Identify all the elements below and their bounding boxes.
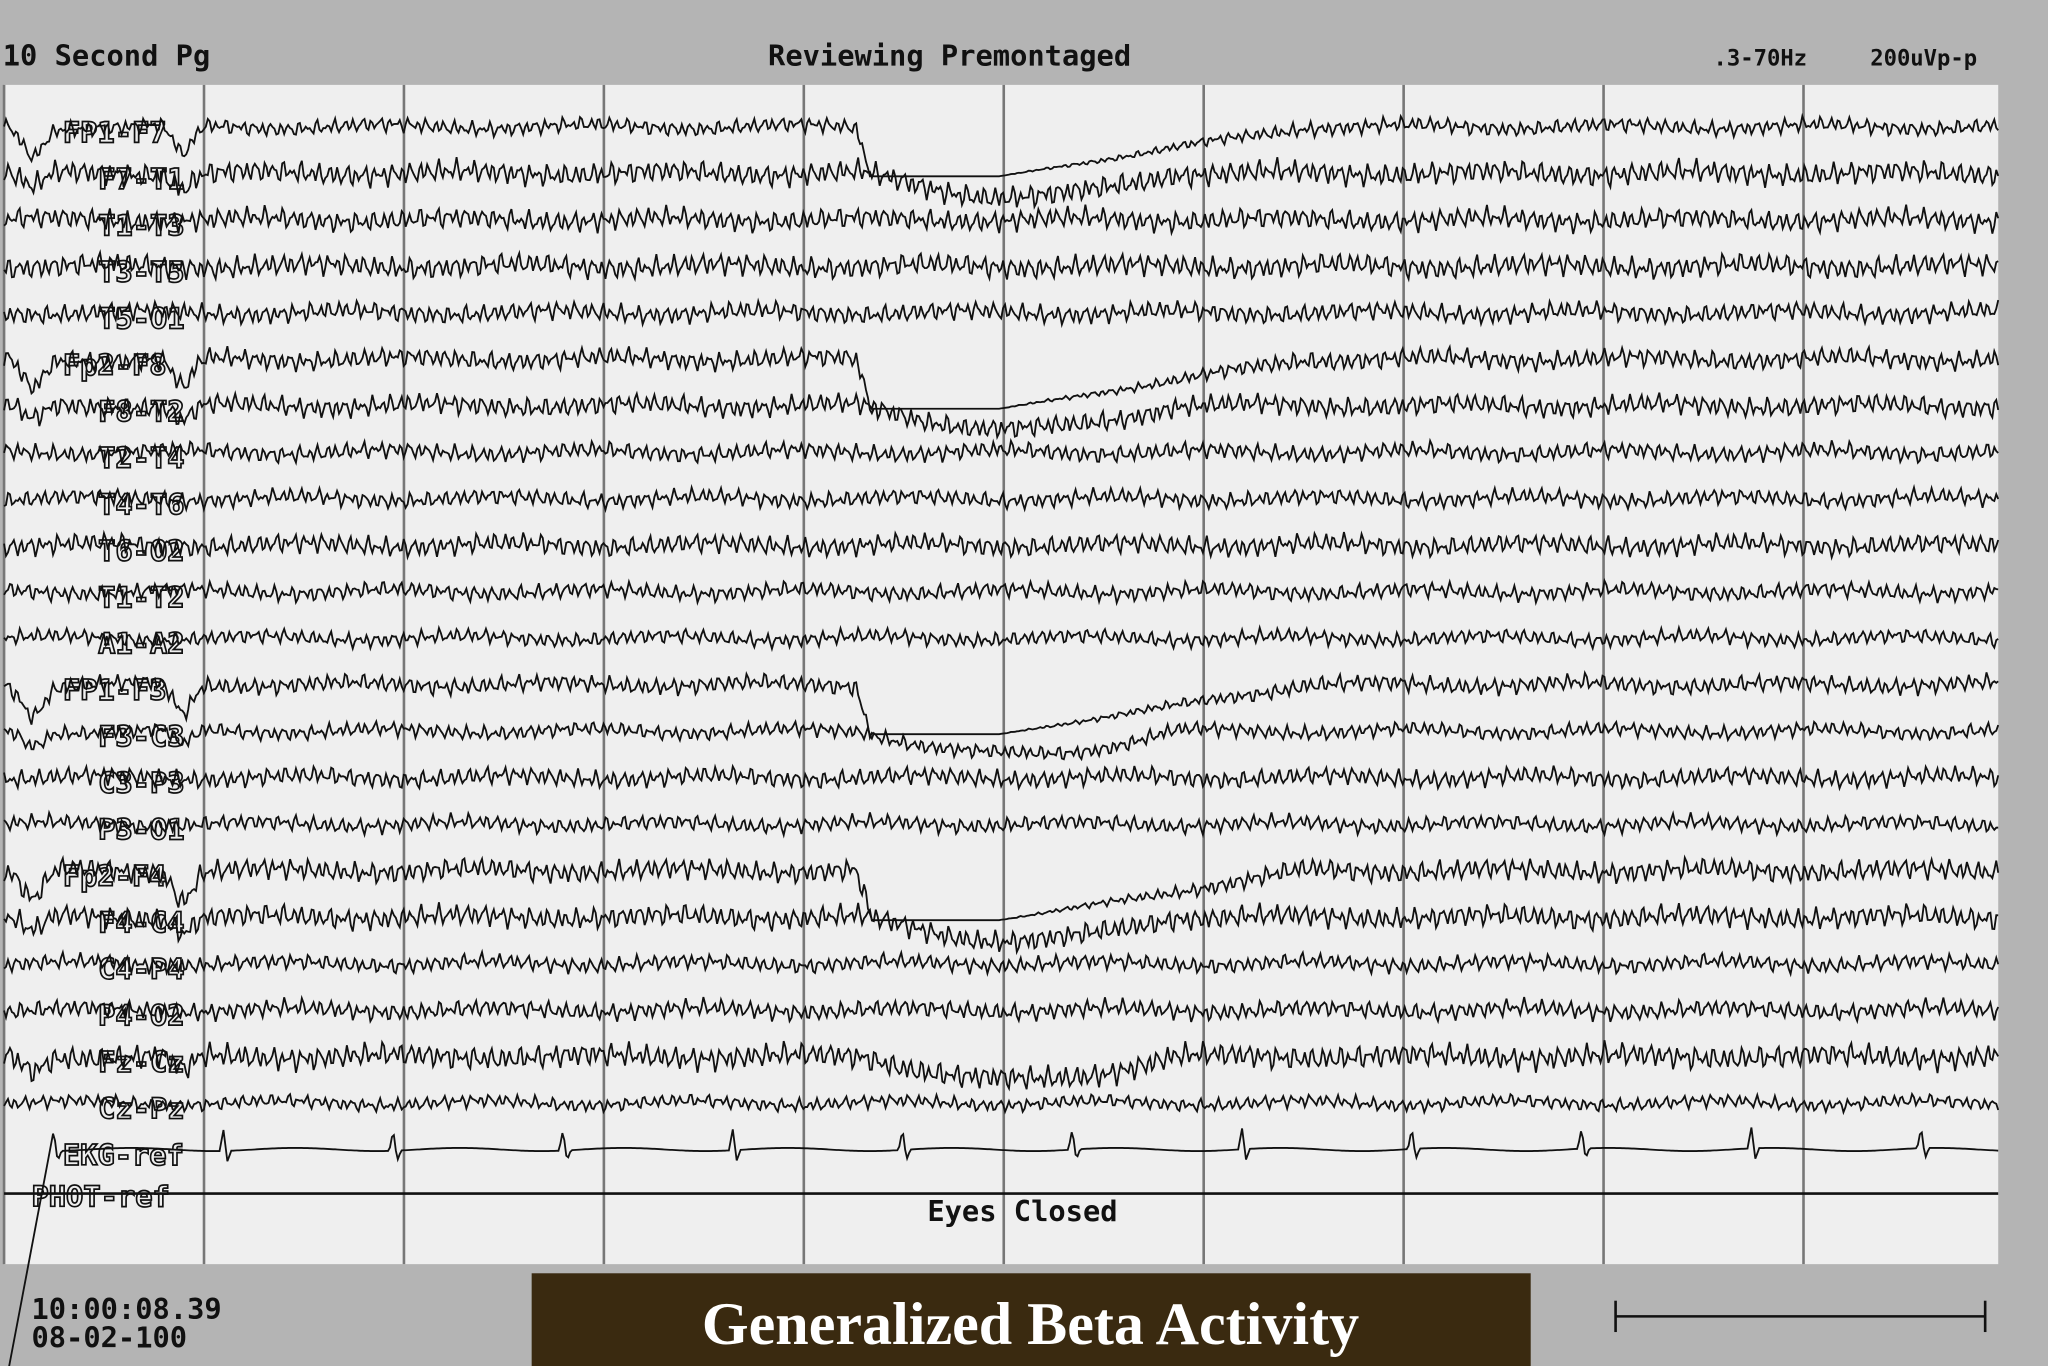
eeg-trace: [3, 854, 2000, 922]
eeg-trace: [3, 156, 2000, 210]
channel-label: F7-T1: [98, 162, 184, 196]
channel-label: T1-T2: [98, 580, 184, 614]
trace-area: [4, 84, 1999, 1265]
filter: .3-70Hz: [1714, 45, 1808, 71]
eeg-trace: [3, 112, 1999, 178]
time-grid: [2, 84, 1805, 1265]
channel-label: F3-C3: [98, 720, 184, 754]
eeg-trace: [3, 437, 1999, 466]
channel-label: PHOT-ref: [31, 1180, 169, 1214]
channel-label: Fp2-F8: [63, 348, 167, 382]
time: 10:00:08.39: [31, 1292, 221, 1326]
channel-label: A1-A2: [98, 627, 184, 661]
eeg-trace: [8, 1127, 1999, 1366]
channel-label: P4-O2: [98, 999, 184, 1033]
eeg-trace: [3, 763, 2000, 792]
caption: Generalized Beta Activity: [702, 1290, 1359, 1357]
eeg-trace: [3, 297, 2000, 329]
eeg-trace: [3, 670, 1999, 741]
channel-label: T1-T3: [98, 208, 184, 242]
eeg-trace: [3, 718, 2000, 762]
eeg-trace: [3, 1039, 2000, 1092]
eeg-trace: [3, 577, 1999, 607]
eeg-trace: [3, 529, 2000, 561]
eeg-trace: [3, 483, 2000, 514]
traces: [3, 112, 2000, 1366]
eeg-trace: [3, 901, 1999, 956]
channel-label: Fp2-F4: [63, 859, 167, 893]
channel-label: T4-T6: [98, 487, 184, 521]
channel-label: C3-P3: [98, 766, 184, 800]
page-length: 10 Second Pg: [3, 38, 210, 72]
channel-label: Fz-Cz: [98, 1045, 184, 1079]
eeg-trace: [3, 389, 2000, 441]
eeg-trace: [3, 994, 2000, 1025]
eeg-trace: [3, 1091, 2000, 1116]
channel-label: EKG-ref: [63, 1138, 184, 1172]
channel-label: Cz-Pz: [98, 1092, 184, 1126]
eeg-trace: [3, 948, 2000, 978]
channel-label: FP1-F7: [63, 115, 167, 149]
channel-label: F4-C4: [98, 906, 184, 940]
sensitivity: 200uVp-p: [1870, 45, 1977, 71]
channel-label: C4-P4: [98, 952, 184, 986]
eeg-trace: [3, 204, 2000, 237]
channel-labels: FP1-F7 F7-T1 T1-T3 T3-T5 T5-O1 Fp2-F8 F8-T2 T2-…: [31, 114, 186, 1214]
eeg-trace: [3, 624, 1999, 653]
eeg-trace: [3, 343, 2000, 416]
scale-bar: [1614, 1300, 1987, 1333]
channel-label: T5-O1: [98, 301, 184, 335]
channel-label: F8-T2: [98, 394, 184, 428]
review-mode: Reviewing Premontaged: [768, 38, 1131, 72]
channel-label: T2-T4: [98, 441, 184, 475]
channel-label: P3-O1: [98, 813, 184, 847]
channel-label: FP1-F3: [63, 673, 167, 707]
caption-box: [531, 1273, 1531, 1366]
eeg-trace: [3, 809, 1999, 839]
channel-label: T3-T5: [98, 255, 184, 289]
date: 08-02-100: [31, 1321, 187, 1355]
annotation: Eyes Closed: [927, 1194, 1117, 1228]
channel-label: T6-O2: [98, 534, 184, 568]
eeg-trace: [3, 248, 1999, 283]
